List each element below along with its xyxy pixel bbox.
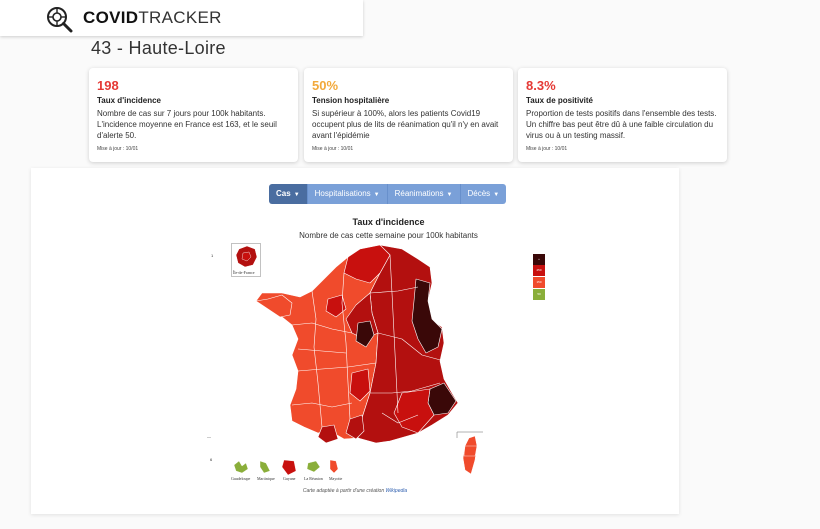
legend-low: 50 — [533, 289, 545, 300]
hospital-card: 50% Tension hospitalière Si supérieur à … — [304, 68, 513, 162]
caret-down-icon: ▼ — [493, 192, 500, 198]
caret-down-icon: ▼ — [293, 192, 300, 198]
brand-light: TRACKER — [138, 8, 222, 27]
tab-label: Réanimations — [394, 189, 444, 198]
metric-tabs: Cas ▼ Hospitalisations ▼ Réanimations ▼ Déc… — [269, 184, 507, 204]
card-description: Si supérieur à 100%, alors les patients … — [312, 109, 499, 140]
card-description: Proportion de tests positifs dans l'ense… — [526, 109, 717, 140]
card-value: 198 — [97, 78, 119, 93]
credit-text: Carte adaptée à partir d'une création — [302, 488, 386, 494]
overseas-islands[interactable] — [230, 457, 350, 477]
tab-cas[interactable]: Cas ▼ — [269, 184, 308, 204]
top-navbar: COVIDTRACKER — [0, 0, 363, 36]
positivity-card: 8.3% Taux de positivité Proportion de te… — [518, 68, 727, 162]
card-updated: Mise à jour : 10/01 — [97, 146, 139, 152]
map-credit: Carte adaptée à partir d'une création Wi… — [260, 488, 450, 494]
brand-logo[interactable]: COVIDTRACKER — [83, 8, 222, 28]
wikipedia-link[interactable]: Wikipedia — [385, 488, 408, 494]
island-label: La Réunion — [304, 476, 323, 481]
idf-label: Île-de-France — [233, 270, 255, 275]
map-tick: 6 — [210, 457, 213, 462]
island-label: Guyane — [283, 476, 296, 481]
map-subtitle: Nombre de cas cette semaine pour 100k ha… — [299, 231, 478, 240]
corsica-inset-map[interactable] — [455, 430, 485, 480]
tab-label: Cas — [276, 189, 291, 198]
caret-down-icon: ▼ — [373, 192, 380, 198]
island-label: Guadeloupe — [231, 476, 251, 481]
island-label: Martinique — [257, 476, 275, 481]
page-title: 43 - Haute-Loire — [91, 38, 226, 58]
idf-inset-map[interactable] — [231, 243, 261, 277]
card-value: 50% — [312, 78, 339, 93]
france-map[interactable] — [252, 243, 472, 453]
card-title: Taux de positivité — [526, 96, 593, 105]
map-tick: 1 — [211, 253, 214, 258]
legend-medium: 150 — [533, 277, 545, 288]
card-description: Nombre de cas sur 7 jours pour 100k habi… — [97, 109, 277, 140]
card-updated: Mise à jour : 10/01 — [526, 146, 568, 152]
island-label: Mayotte — [329, 476, 343, 481]
map-title: Taux d'incidence — [352, 217, 425, 227]
incidence-card: 198 Taux d'incidence Nombre de cas sur 7… — [89, 68, 298, 162]
tab-deces[interactable]: Décès ▼ — [460, 184, 507, 204]
caret-down-icon: ▼ — [446, 192, 453, 198]
legend-very-high: + — [533, 254, 545, 265]
card-updated: Mise à jour : 10/01 — [312, 146, 354, 152]
tab-label: Hospitalisations — [314, 189, 371, 198]
map-tick: — — [207, 434, 211, 439]
legend-high: 250 — [533, 265, 545, 276]
tab-hospitalisations[interactable]: Hospitalisations ▼ — [307, 184, 388, 204]
virus-magnifier-icon[interactable] — [45, 5, 73, 33]
card-title: Tension hospitalière — [312, 96, 390, 105]
brand-bold: COVID — [83, 8, 139, 27]
card-value: 8.3% — [526, 78, 556, 93]
tab-label: Décès — [467, 189, 491, 198]
card-title: Taux d'incidence — [97, 96, 161, 105]
tab-reanimations[interactable]: Réanimations ▼ — [387, 184, 461, 204]
